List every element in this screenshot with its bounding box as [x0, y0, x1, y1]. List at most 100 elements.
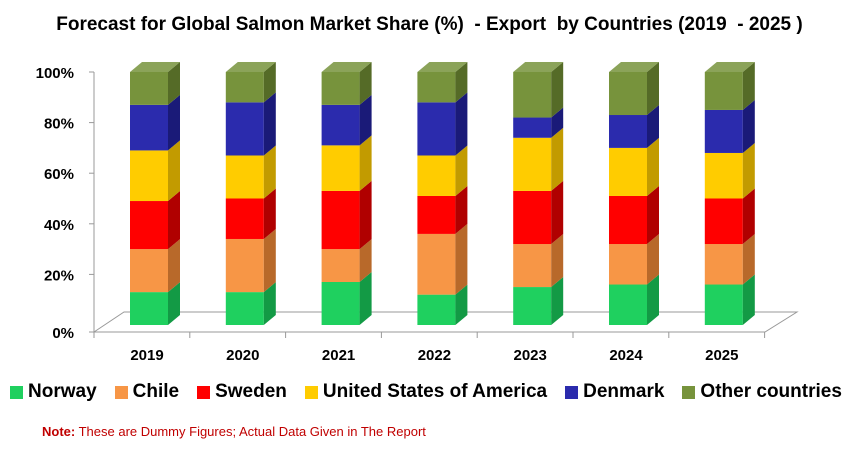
bar-2023-chile-side	[551, 234, 564, 288]
legend-label: United States of America	[322, 381, 548, 402]
legend-label: Sweden	[215, 381, 287, 402]
legend-label: Norway	[28, 381, 97, 402]
bar-2019-united-states-of-america	[130, 150, 168, 202]
bar-2021-sweden-side	[359, 180, 372, 250]
note-text: These are Dummy Figures; Actual Data Giv…	[75, 424, 426, 439]
bar-2024-denmark-side	[647, 105, 659, 148]
bar-2022-other-countries	[417, 72, 456, 103]
chart-title: Forecast for Global Salmon Market Share …	[56, 14, 803, 35]
legend-item-norway: Norway	[10, 381, 97, 403]
bar-2020-united-states-of-america	[225, 155, 264, 199]
x-tick-label: 2021	[322, 347, 355, 364]
legend-swatch	[197, 385, 211, 399]
legend-swatch	[682, 385, 696, 399]
bar-2021-sweden	[321, 190, 360, 250]
bar-2020-chile	[225, 238, 264, 293]
bar-2019-chile-side	[168, 239, 180, 293]
bar-2019-other-countries-top	[130, 62, 180, 72]
y-tick-label: 0%	[52, 325, 74, 342]
legend-item-sweden: Sweden	[197, 381, 287, 403]
bar-2022-united-states-of-america	[417, 155, 456, 196]
bar-2023-sweden-side	[551, 180, 564, 245]
bar-2025-united-states-of-america-side	[742, 142, 755, 199]
bar-2021-norway	[321, 281, 360, 325]
bar-2022-norway-side	[455, 284, 468, 325]
x-tick-label: 2023	[514, 347, 547, 364]
bar-2020-norway-side	[263, 282, 276, 325]
bar-2019-chile	[130, 249, 168, 293]
bar-2023-chile	[513, 244, 552, 288]
bar-2023-other-countries	[513, 72, 552, 118]
y-tick-label: 100%	[36, 65, 74, 82]
bar-2020-united-states-of-america-side	[263, 145, 276, 199]
bar-2022-sweden	[417, 195, 456, 234]
legend: Norway Chile Sweden United States of Americ…	[10, 378, 859, 406]
bar-2020-chile-side	[263, 228, 276, 293]
bar-2021-denmark	[321, 104, 360, 146]
bar-2024-sweden-side	[647, 185, 659, 245]
legend-item-united-states-of-america: United States of America	[304, 381, 548, 403]
bar-2022-other-countries-side	[455, 62, 468, 103]
legend-label: Denmark	[583, 381, 665, 402]
bar-2024-denmark	[609, 115, 647, 148]
bar-2022-chile	[417, 233, 456, 295]
bar-2024-chile-side	[647, 234, 659, 285]
bar-2025-other-countries-side	[742, 62, 755, 110]
bar-2021-denmark-side	[359, 94, 372, 146]
bar-2021-other-countries-side	[359, 62, 372, 105]
bar-2019-norway	[130, 292, 168, 325]
bar-2021-united-states-of-america	[321, 145, 360, 191]
bar-2021-other-countries-top	[321, 62, 372, 72]
bar-2023-other-countries-side	[551, 62, 564, 118]
bar-2020-other-countries-side	[263, 62, 276, 103]
bar-2021-chile	[321, 249, 360, 282]
bar-2023-other-countries-top	[513, 62, 564, 72]
bar-2024-united-states-of-america-side	[647, 137, 659, 196]
bar-2022-united-states-of-america-side	[455, 145, 468, 196]
legend-item-other-countries: Other countries	[682, 381, 842, 403]
y-tick-label: 80%	[44, 116, 74, 133]
bar-2020-other-countries-top	[225, 62, 276, 72]
bar-2023-denmark	[513, 117, 552, 138]
bar-2025-norway-side	[742, 274, 755, 325]
bar-2023-norway	[513, 287, 552, 325]
bar-2020-denmark-side	[263, 92, 276, 156]
bar-2023-united-states-of-america	[513, 137, 552, 191]
bar-2024-norway	[609, 284, 647, 325]
bar-2024-other-countries-top	[609, 62, 659, 72]
bar-2023-denmark-side	[551, 107, 564, 138]
bar-2023-norway-side	[551, 277, 564, 325]
bar-2025-united-states-of-america	[704, 152, 743, 199]
bar-2024-norway-side	[647, 274, 659, 325]
bar-2025-sweden	[704, 198, 743, 245]
bar-2019-united-states-of-america-side	[168, 140, 180, 202]
bar-2022-norway	[417, 294, 456, 325]
y-tick-label: 20%	[44, 267, 74, 284]
bar-2022-sweden-side	[455, 185, 468, 234]
bar-2025-sweden-side	[742, 188, 755, 245]
bar-2020-other-countries	[225, 72, 264, 103]
bar-2024-sweden	[609, 195, 647, 245]
bar-2023-sweden	[513, 190, 552, 245]
bar-2020-sweden	[225, 198, 264, 239]
legend-swatch	[114, 385, 128, 399]
bar-2025-other-countries-top	[704, 62, 755, 72]
bar-2021-norway-side	[359, 271, 372, 325]
bar-2021-other-countries	[321, 72, 360, 105]
note-prefix: Note:	[42, 424, 76, 439]
bar-2020-denmark	[225, 102, 264, 156]
bar-2025-chile	[704, 244, 743, 285]
legend-label: Other countries	[700, 381, 842, 402]
legend-swatch	[304, 385, 318, 399]
bar-2019-sweden-side	[168, 191, 180, 250]
bar-2025-norway	[704, 284, 743, 325]
bar-2019-norway-side	[168, 282, 180, 325]
legend-swatch	[565, 385, 579, 399]
y-tick-label: 60%	[44, 166, 74, 183]
bar-2019-sweden	[130, 201, 168, 250]
legend-item-chile: Chile	[114, 381, 180, 403]
bar-2019-denmark-side	[168, 94, 180, 151]
bar-2025-other-countries	[704, 72, 743, 110]
legend-label: Chile	[132, 381, 180, 402]
